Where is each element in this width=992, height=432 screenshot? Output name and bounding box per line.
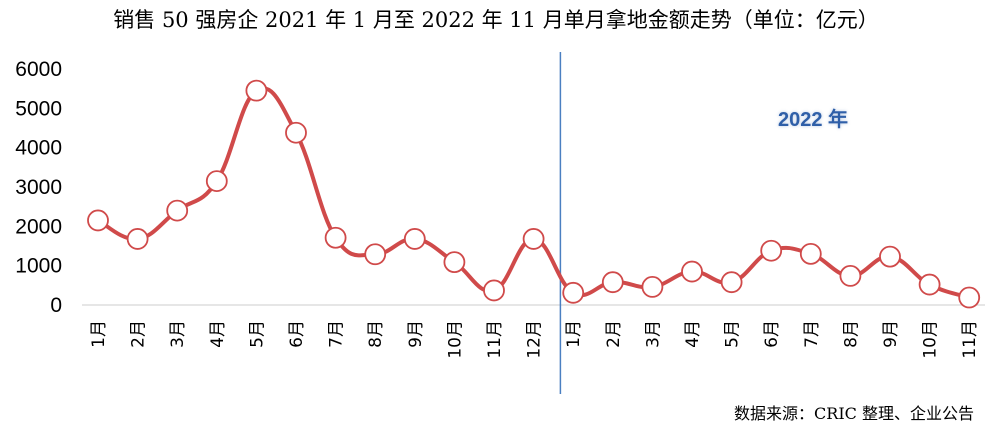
- x-tick-label: 3月: [168, 320, 188, 348]
- x-tick-label: 10月: [445, 320, 465, 359]
- data-point: [245, 79, 268, 102]
- data-point: [641, 276, 664, 298]
- y-tick-label: 0: [50, 294, 62, 317]
- data-point: [87, 209, 109, 232]
- data-point: [839, 264, 862, 287]
- data-point: [958, 286, 981, 309]
- y-axis: 0 1000 2000 3000 4000 5000 6000: [15, 58, 62, 317]
- x-tick-label: 3月: [643, 320, 663, 348]
- year-annotation: 2022 年: [778, 109, 849, 131]
- chart-title: 销售 50 强房企 2021 年 1 月至 2022 年 11 月单月拿地金额走…: [113, 8, 879, 32]
- data-point: [443, 251, 466, 274]
- y-tick-label: 5000: [15, 97, 62, 120]
- y-tick-label: 2000: [15, 215, 62, 238]
- data-point: [285, 121, 307, 144]
- x-tick-label: 5月: [723, 320, 743, 348]
- y-tick-label: 4000: [15, 137, 62, 160]
- data-point: [562, 281, 585, 304]
- y-tick-label: 1000: [15, 255, 62, 278]
- x-tick-label: 6月: [762, 320, 782, 348]
- x-tick-label: 5月: [247, 320, 267, 348]
- source-note: 数据来源：CRIC 整理、企业公告: [734, 404, 974, 423]
- x-tick-label: 12月: [525, 320, 545, 359]
- x-tick-label: 7月: [327, 320, 347, 348]
- y-tick-label: 6000: [15, 58, 62, 81]
- data-point: [364, 243, 387, 266]
- x-tick-label: 4月: [683, 320, 703, 348]
- x-tick-label: 10月: [921, 320, 941, 359]
- x-tick-label: 6月: [287, 320, 307, 348]
- data-point: [799, 242, 822, 265]
- x-tick-label: 11月: [960, 320, 980, 359]
- data-point: [601, 271, 624, 294]
- x-tick-label: 9月: [881, 320, 901, 348]
- data-point: [324, 226, 347, 249]
- x-tick-label: 4月: [208, 320, 228, 348]
- data-point: [205, 170, 228, 193]
- data-point: [483, 279, 505, 302]
- x-tick-label: 2月: [604, 320, 624, 348]
- data-point: [879, 245, 901, 268]
- x-tick-label: 8月: [841, 320, 861, 348]
- x-tick-label: 7月: [802, 320, 822, 348]
- x-tick-label: 2月: [129, 320, 149, 348]
- y-tick-label: 3000: [15, 176, 62, 199]
- x-tick-label: 11月: [485, 320, 505, 359]
- data-point: [522, 228, 545, 250]
- x-tick-label: 1月: [564, 320, 584, 348]
- x-tick-label: 8月: [366, 320, 386, 348]
- x-tick-label: 9月: [406, 320, 426, 348]
- data-point: [760, 239, 783, 262]
- x-axis: 1月 2月 3月 4月 5月 6月 7月 8月 9月 10月 11月 12月 1月 2月 3月 4月 5月 6月 7…: [82, 304, 985, 359]
- plot-area: [87, 52, 981, 394]
- data-point: [720, 271, 743, 294]
- data-point: [681, 260, 703, 283]
- data-point: [166, 199, 189, 222]
- data-point: [403, 228, 426, 250]
- data-point: [126, 228, 149, 250]
- data-point: [918, 273, 941, 296]
- x-tick-label: 1月: [89, 320, 109, 348]
